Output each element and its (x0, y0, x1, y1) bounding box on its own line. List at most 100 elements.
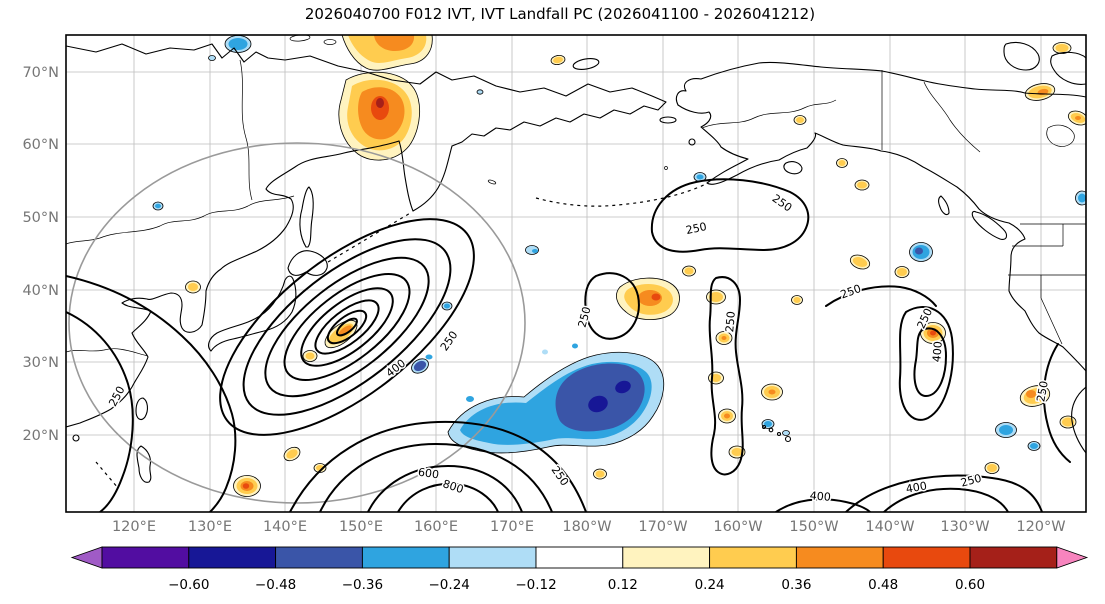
coastline-new-siberian-islands (323, 39, 337, 45)
x-tick-label: 160°E (414, 519, 458, 535)
contour-value-label: 400 (930, 341, 945, 363)
colorbar-segment (448, 546, 537, 569)
x-tick-label: 180°W (562, 519, 611, 535)
anomaly-patch-positive (838, 160, 846, 166)
contour-value-label: 400 (384, 357, 409, 380)
anomaly-patch-positive (731, 448, 743, 456)
anomaly-patch-positive (286, 449, 298, 459)
x-tick-label: 150°E (339, 519, 383, 535)
contour-value-label: 400 (905, 479, 928, 495)
anomaly-patch-positive (987, 464, 997, 472)
ivt-contour-ring (283, 273, 411, 381)
colorbar-segment (795, 546, 884, 569)
anomaly-patch-positive (793, 297, 801, 303)
coastline-luzon (136, 445, 152, 483)
colorbar-tick-label: −0.60 (168, 577, 209, 593)
colorbar-extend-right-arrow (1056, 546, 1089, 569)
ivt-contour-open (66, 275, 237, 512)
colorbar-tick-label: 0.36 (781, 577, 811, 593)
ivt-contour-ring (314, 299, 380, 355)
anomaly-patch-positive (595, 470, 605, 478)
pc-region-ellipse (68, 142, 526, 504)
anomaly-patch-positive (1075, 116, 1081, 120)
y-tick-label: 20°N (22, 428, 59, 444)
anomaly-patch-positive (188, 283, 198, 291)
colorbar: −0.60 −0.48 −0.36 −0.24 −0.12 0.12 0.24 0.36 0.4… (70, 546, 1089, 593)
anomaly-patch-negative (155, 203, 161, 209)
x-tick-label: 120°E (112, 519, 156, 535)
colorbar-tick-label: −0.36 (342, 577, 383, 593)
colorbar-segment (361, 546, 450, 569)
y-tick-label: 40°N (22, 283, 59, 299)
colorbar-tick-label: 0.60 (955, 577, 985, 593)
coastline-victoria-island (1050, 51, 1086, 85)
contour-value-label: 250 (685, 220, 708, 237)
ivt-contour-open (1042, 343, 1071, 463)
anomaly-patch-negative (572, 343, 578, 349)
coastline-haida-gwaii (938, 195, 950, 216)
coastline-banks-island (1003, 41, 1040, 71)
anomaly-patch-positive (1055, 44, 1069, 52)
colorbar-segment (535, 546, 624, 569)
anomaly-patch-positive (857, 181, 867, 189)
ivt-contour-open (825, 285, 937, 307)
figure-title: 2026040700 F012 IVT, IVT Landfall PC (20… (305, 5, 815, 23)
y-tick-label: 30°N (22, 355, 59, 371)
river-amur (66, 195, 295, 245)
lake-great-bear (1046, 124, 1075, 147)
y-tick-label: 70°N (22, 65, 59, 81)
anomaly-patch-positive (1026, 390, 1036, 398)
coastline-alaska-north (675, 61, 1086, 106)
colorbar-tick-label: −0.48 (255, 577, 296, 593)
river-mackenzie (923, 81, 981, 153)
coastline-hokkaido (287, 250, 328, 276)
anomaly-patch-negative (782, 430, 790, 436)
ivt-contour-open (397, 482, 499, 512)
anomaly-patch-negative (476, 89, 484, 95)
coastline-hawaii (784, 435, 792, 443)
ivt-contour-ring (336, 317, 358, 337)
river-yukon (701, 99, 837, 129)
anomaly-patch-negative (425, 354, 433, 360)
colorbar-segment (882, 546, 971, 569)
coastline-aleutians (535, 183, 707, 207)
coastline-japan-honshu (208, 275, 297, 352)
map-border (65, 34, 1087, 513)
colorbar-tick-label: −0.12 (515, 577, 556, 593)
contour-value-label: 250 (438, 329, 461, 354)
ivt-contour-loop (898, 306, 954, 421)
anomaly-patch-negative (1078, 193, 1086, 203)
coastline-palawan (95, 461, 119, 489)
ivt-contour-open (289, 420, 587, 512)
coastline-taiwan (135, 397, 148, 420)
axis-tick-labels: 120°E 130°E 140°E 150°E 160°E 170°E 180°W 170°W… (22, 65, 1065, 535)
anomaly-patch-negative (228, 38, 248, 50)
anomaly-patch-positive (651, 293, 661, 301)
colorbar-segment (101, 546, 190, 569)
colorbar-segment (622, 546, 711, 569)
ivt-contour-loop (708, 276, 744, 476)
x-tick-label: 140°W (865, 519, 914, 535)
contour-value-label: 250 (959, 472, 983, 490)
coastline-wrangel-island (572, 58, 600, 70)
anomaly-patch-positive (338, 325, 352, 337)
ivt-contour-open (775, 498, 871, 512)
colorbar-tick-label: 0.12 (608, 577, 638, 593)
x-tick-label: 130°E (188, 519, 232, 535)
anomaly-patch-positive (930, 330, 936, 336)
ivt-contour-ring (264, 256, 430, 398)
coastline-kuril-islands (327, 211, 413, 263)
anomaly-patch-negative (764, 421, 772, 427)
colorbar-segment (188, 546, 277, 569)
coastline-sakhalin (299, 186, 314, 248)
border-california-nevada (1040, 275, 1063, 345)
x-tick-label: 120°W (1016, 519, 1065, 535)
y-tick-label: 50°N (22, 210, 59, 226)
coastline-baja-gulf (1071, 386, 1086, 454)
coastline-alaska-west-america (677, 104, 1086, 372)
ivt-contour-ring (219, 218, 475, 436)
coastline-komandorski (487, 179, 497, 185)
x-tick-label: 130°W (940, 519, 989, 535)
colorbar-segment (709, 546, 797, 569)
